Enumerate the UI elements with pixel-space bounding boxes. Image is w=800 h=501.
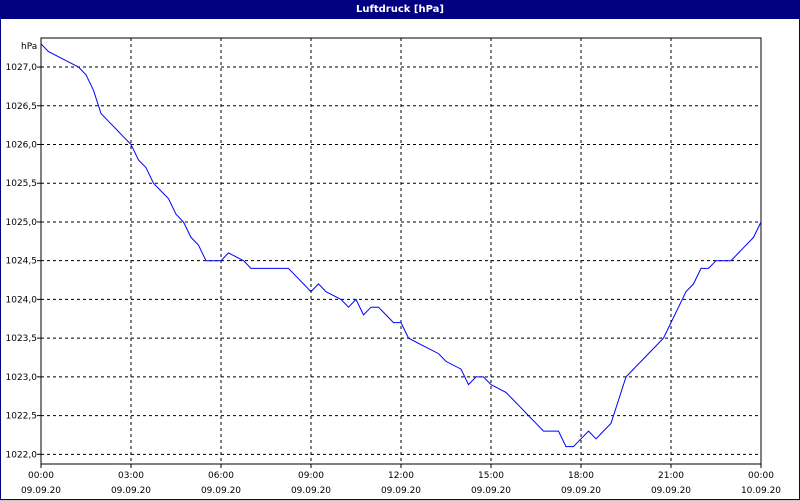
x-tick-time-label: 15:00 — [478, 471, 504, 481]
y-tick-label: 1023,5 — [6, 334, 38, 344]
x-tick-date-label: 09.09.20 — [561, 486, 601, 496]
x-tick-time-label: 09:00 — [298, 471, 324, 481]
x-tick-date-label: 09.09.20 — [471, 486, 511, 496]
y-tick-label: 1026,0 — [6, 141, 38, 151]
y-tick-label: 1026,5 — [6, 102, 38, 112]
series-layer — [40, 43, 762, 448]
y-tick-label: 1022,5 — [6, 412, 38, 422]
chart-title: Luftdruck [hPa] — [1, 1, 799, 19]
x-tick-date-label: 09.09.20 — [111, 486, 151, 496]
y-tick-label: 1027,0 — [6, 63, 38, 73]
x-axis-ticks: 00:00 09.09.20 03:00 09.09.20 06:00 09.09.20 0… — [21, 464, 781, 496]
x-tick-date-label: 09.09.20 — [651, 486, 691, 496]
grid-lines — [41, 38, 761, 464]
y-tick-label: 1023,0 — [6, 373, 38, 383]
y-tick-label: 1025,5 — [6, 179, 38, 189]
x-tick-time-label: 03:00 — [118, 471, 144, 481]
x-tick-time-label: 21:00 — [658, 471, 684, 481]
x-tick-time-label: 00:00 — [748, 471, 774, 481]
series-line-luftdruck — [40, 43, 762, 448]
y-axis-ticks: 1027,0 1026,5 1026,0 1025,5 1025,0 1024,5 1024… — [6, 63, 41, 460]
x-tick-time-label: 12:00 — [388, 471, 414, 481]
x-tick-date-label: 10.09.20 — [741, 486, 781, 496]
x-tick-time-label: 18:00 — [568, 471, 594, 481]
y-tick-label: 1022,0 — [6, 450, 38, 460]
y-axis-unit-label: hPa — [21, 42, 37, 52]
y-tick-label: 1025,0 — [6, 218, 38, 228]
x-tick-date-label: 09.09.20 — [21, 486, 61, 496]
y-tick-label: 1024,0 — [6, 295, 38, 305]
x-tick-date-label: 09.09.20 — [291, 486, 331, 496]
x-tick-date-label: 09.09.20 — [381, 486, 421, 496]
x-tick-date-label: 09.09.20 — [201, 486, 241, 496]
x-tick-time-label: 06:00 — [208, 471, 234, 481]
x-tick-time-label: 00:00 — [28, 471, 54, 481]
y-tick-label: 1024,5 — [6, 257, 38, 267]
